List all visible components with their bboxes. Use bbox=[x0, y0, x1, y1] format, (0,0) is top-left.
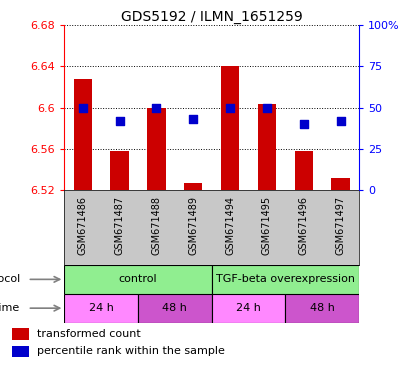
Point bbox=[264, 104, 270, 111]
Bar bbox=[258, 104, 276, 190]
Bar bbox=[221, 66, 239, 190]
Bar bbox=[110, 151, 129, 190]
Bar bbox=[285, 294, 359, 323]
Text: TGF-beta overexpression: TGF-beta overexpression bbox=[216, 274, 355, 285]
Text: GSM671494: GSM671494 bbox=[225, 196, 235, 255]
Point bbox=[79, 104, 86, 111]
Text: GSM671489: GSM671489 bbox=[188, 196, 198, 255]
Text: 24 h: 24 h bbox=[89, 303, 114, 313]
Bar bbox=[184, 183, 203, 190]
Point bbox=[300, 121, 307, 127]
Point bbox=[153, 104, 160, 111]
Text: transformed count: transformed count bbox=[37, 329, 140, 339]
Text: GSM671486: GSM671486 bbox=[78, 196, 88, 255]
Text: 48 h: 48 h bbox=[162, 303, 187, 313]
Point bbox=[190, 116, 197, 122]
Point bbox=[337, 118, 344, 124]
Bar bbox=[295, 151, 313, 190]
Bar bbox=[12, 328, 29, 340]
Text: 48 h: 48 h bbox=[310, 303, 334, 313]
Text: protocol: protocol bbox=[0, 274, 20, 285]
Title: GDS5192 / ILMN_1651259: GDS5192 / ILMN_1651259 bbox=[121, 10, 303, 24]
Point bbox=[227, 104, 233, 111]
Text: time: time bbox=[0, 303, 20, 313]
Text: GSM671496: GSM671496 bbox=[299, 196, 309, 255]
Point bbox=[116, 118, 123, 124]
Bar bbox=[212, 294, 286, 323]
Bar bbox=[212, 265, 359, 294]
Bar bbox=[64, 265, 212, 294]
Bar bbox=[73, 79, 92, 190]
Text: GSM671487: GSM671487 bbox=[115, 196, 124, 255]
Bar bbox=[331, 178, 350, 190]
Text: control: control bbox=[119, 274, 157, 285]
Text: GSM671495: GSM671495 bbox=[262, 196, 272, 255]
Bar bbox=[147, 108, 166, 190]
Text: GSM671497: GSM671497 bbox=[336, 196, 346, 255]
Bar bbox=[12, 346, 29, 357]
Text: percentile rank within the sample: percentile rank within the sample bbox=[37, 346, 225, 356]
Bar bbox=[138, 294, 212, 323]
Text: GSM671488: GSM671488 bbox=[151, 196, 161, 255]
Bar bbox=[64, 294, 138, 323]
Text: 24 h: 24 h bbox=[236, 303, 261, 313]
